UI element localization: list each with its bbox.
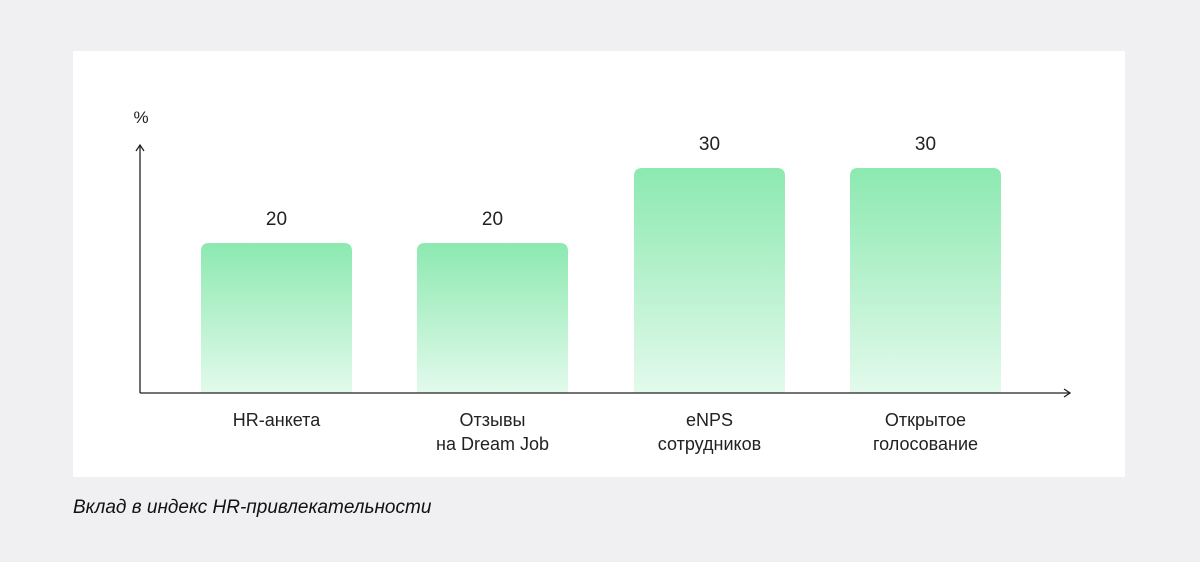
bar-value-label-1: 20 (266, 209, 287, 230)
bar-value-label-4: 30 (915, 134, 936, 155)
category-label-4-line-2: голосование (873, 434, 978, 454)
category-label-2-line-1: Отзывы (460, 410, 526, 430)
bar-2 (417, 243, 568, 393)
category-label-3-line-2: сотрудников (658, 434, 761, 454)
bars-layer (201, 168, 1001, 393)
bar-4 (850, 168, 1001, 393)
y-axis-unit-label: % (133, 108, 148, 127)
bar-value-label-2: 20 (482, 209, 503, 230)
category-label-3: eNPS сотрудников (658, 410, 761, 454)
chart-card: % 20 HR-анкета 20 Отзывы на Dream Job 30 eNPS с… (73, 51, 1125, 477)
chart-caption: Вклад в индекс HR-привлекательности (73, 497, 432, 518)
category-label-1-line-1: HR-анкета (233, 410, 321, 430)
category-label-2-line-2: на Dream Job (436, 434, 549, 454)
bar-1 (201, 243, 352, 393)
category-label-1: HR-анкета (233, 410, 321, 430)
category-label-3-line-1: eNPS (686, 410, 733, 430)
category-label-4: Открытое голосование (873, 410, 978, 454)
y-axis-arrow (135, 143, 145, 152)
labels-layer: 20 HR-анкета 20 Отзывы на Dream Job 30 eNPS сот… (233, 134, 978, 454)
bar-value-label-3: 30 (699, 134, 720, 155)
category-label-2: Отзывы на Dream Job (436, 410, 549, 454)
axes: % (133, 108, 1072, 398)
bar-3 (634, 168, 785, 393)
x-axis-arrow (1063, 388, 1072, 398)
category-label-4-line-1: Открытое (885, 410, 966, 430)
bar-chart: % 20 HR-анкета 20 Отзывы на Dream Job 30 eNPS с… (133, 108, 1072, 454)
